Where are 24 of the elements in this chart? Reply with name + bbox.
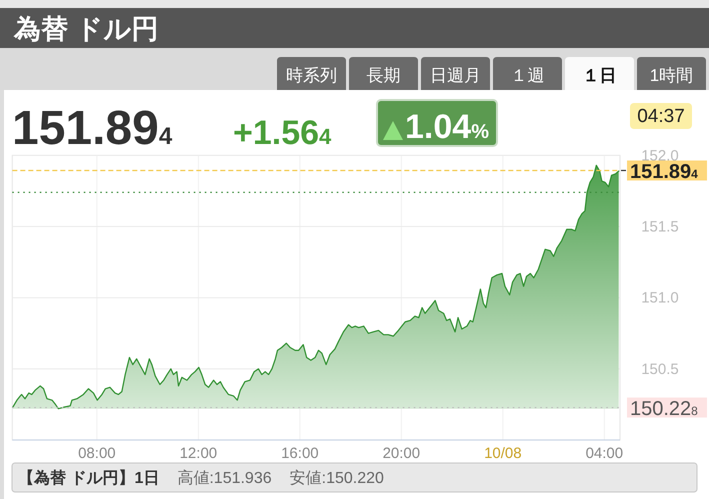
x-tick-label: 10/08 bbox=[484, 445, 522, 462]
ref-line-label: 150.228 bbox=[630, 398, 698, 420]
x-tick-label: 16:00 bbox=[281, 445, 319, 462]
ref-line-label: 150.228 bbox=[627, 398, 707, 420]
footer: 【為替 ドル円】1日 高値:151.936 安値:150.220 bbox=[12, 462, 698, 492]
x-tick-label: 20:00 bbox=[382, 445, 420, 462]
x-tick-label: 12:00 bbox=[180, 445, 218, 462]
change-percent-badge: 1.04% bbox=[376, 99, 498, 147]
x-tick-label: 04:00 bbox=[586, 445, 624, 462]
x-tick-label: 08:00 bbox=[78, 445, 116, 462]
tab: １週 bbox=[493, 57, 562, 90]
chart-title: 為替 ドル円 bbox=[13, 14, 159, 44]
price-change: +1.564 bbox=[233, 114, 332, 152]
tab: 1時間 bbox=[637, 57, 706, 90]
y-tick-label: 150.5 bbox=[641, 360, 679, 378]
time-badge: 04:37 bbox=[630, 103, 692, 129]
tab: １日 bbox=[565, 57, 634, 90]
y-tick-label: 151.5 bbox=[641, 218, 679, 236]
current-price: 151.894 bbox=[12, 102, 172, 155]
tab: 時系列 bbox=[277, 57, 346, 90]
tab: 長期 bbox=[349, 57, 418, 90]
y-tick-label: 151.0 bbox=[641, 290, 679, 307]
ref-line-label: 151.894 bbox=[621, 160, 707, 183]
tab: 日週月 bbox=[421, 57, 490, 90]
